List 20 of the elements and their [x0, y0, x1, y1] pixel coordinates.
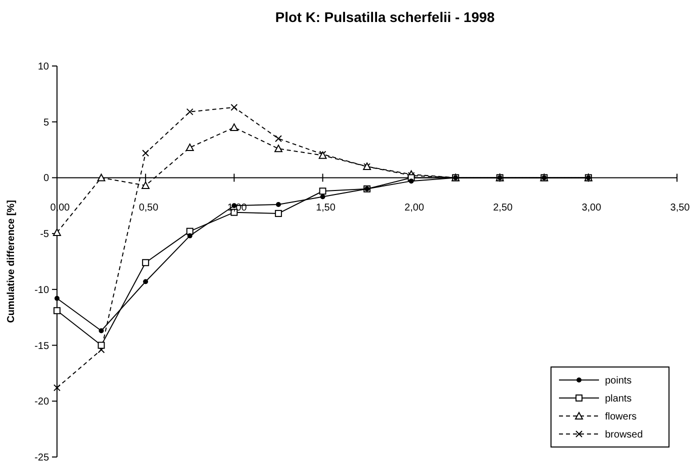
x-tick-label: 1,50 [316, 202, 336, 214]
y-tick-label: 10 [38, 62, 50, 72]
legend-label: points [605, 376, 632, 386]
x-tick-label: 2,00 [404, 202, 424, 214]
chart-title: Plot K: Pulsatilla scherfelii - 1998 [275, 9, 495, 25]
legend-label: flowers [605, 412, 637, 422]
x-tick-label: 2,50 [493, 202, 514, 214]
y-tick-label: -5 [40, 229, 50, 240]
x-tick-label: 3,00 [582, 202, 602, 214]
y-tick-label: -20 [34, 396, 50, 408]
legend-label: browsed [605, 430, 643, 440]
y-tick-label: -15 [34, 340, 50, 352]
x-tick-label: 3,50 [670, 202, 690, 214]
y-axis-title: Cumulative difference [%] [6, 200, 17, 323]
y-tick-label: 0 [43, 173, 50, 184]
legend-label: plants [605, 394, 632, 404]
x-tick-label: 0,50 [138, 202, 159, 214]
y-tick-label: -25 [34, 452, 50, 464]
y-tick-label: 5 [43, 117, 50, 128]
y-tick-label: -10 [34, 284, 50, 296]
